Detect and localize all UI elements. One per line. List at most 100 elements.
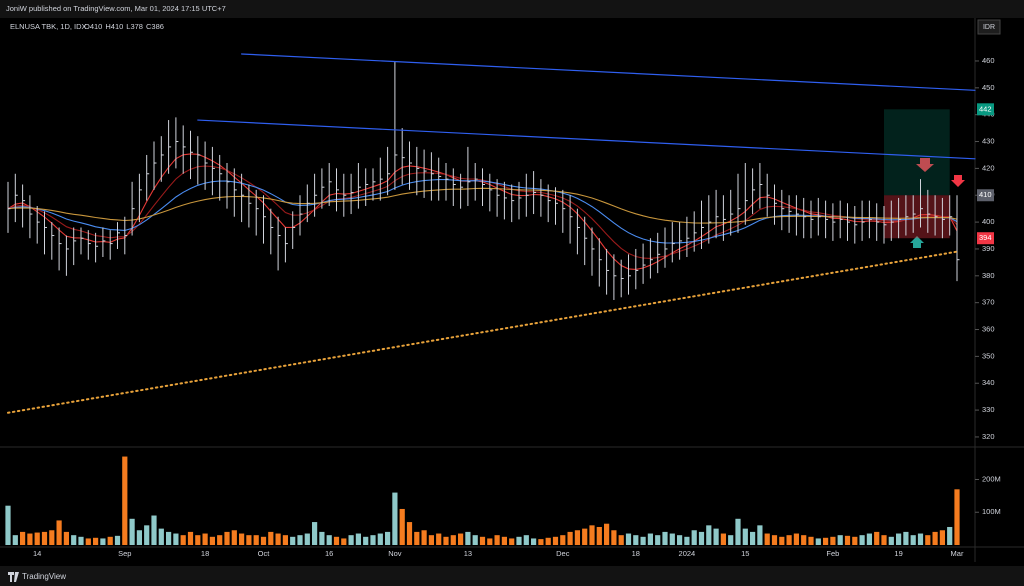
volume-bar — [815, 538, 821, 545]
volume-bar — [195, 535, 201, 545]
volume-bar — [501, 536, 507, 545]
volume-bar — [538, 539, 544, 545]
volume-bar — [582, 528, 588, 545]
ohlc-letter: H — [105, 22, 110, 31]
volume-bar — [326, 535, 332, 545]
volume-bar — [71, 535, 77, 545]
volume-bar — [844, 535, 851, 545]
volume-bar — [706, 525, 712, 545]
volume-bar — [100, 538, 106, 545]
volume-bar — [180, 535, 186, 545]
volume-bar — [436, 533, 442, 545]
volume-bar — [253, 535, 259, 545]
y-tick-label: 390 — [982, 244, 995, 253]
x-tick-label: 14 — [33, 549, 41, 558]
volume-bar — [764, 533, 770, 545]
volume-bar — [932, 531, 938, 545]
volume-bar — [93, 537, 99, 545]
volume-bar — [487, 538, 493, 545]
price-tag — [977, 232, 994, 245]
volume-bar — [333, 536, 340, 545]
volume-bar — [830, 536, 836, 545]
volume-bar — [596, 526, 602, 545]
y-tick-label: 360 — [982, 325, 995, 334]
volume-bar — [618, 535, 624, 545]
volume-bar — [78, 536, 84, 545]
y-tick-label: 380 — [982, 271, 995, 280]
volume-bar — [158, 528, 164, 545]
trendline — [197, 119, 976, 160]
volume-bar — [823, 537, 829, 545]
volume-bar — [49, 530, 55, 545]
x-tick-label: Nov — [388, 549, 402, 558]
y-tick-label: 330 — [982, 405, 995, 414]
volume-bar — [392, 492, 398, 545]
volume-bar — [954, 489, 960, 545]
x-tick-label: 18 — [632, 549, 640, 558]
volume-tick-label: 200M — [982, 474, 1001, 483]
volume-bar — [341, 538, 347, 545]
x-tick-label: 13 — [464, 549, 472, 558]
volume-bar — [939, 530, 945, 545]
x-tick-label: Oct — [258, 549, 271, 558]
price-tag-label: 394 — [979, 233, 992, 242]
volume-bar — [531, 538, 537, 545]
volume-bar — [355, 533, 361, 545]
volume-tick-label: 100M — [982, 507, 1001, 516]
volume-bar — [260, 536, 267, 545]
trendline — [241, 53, 976, 91]
volume-bar — [771, 535, 778, 545]
volume-bar — [385, 531, 391, 545]
ohlc-header: O410 H410 L378 C386 — [84, 22, 164, 31]
volume-bar — [793, 533, 799, 545]
volume-bar — [107, 536, 113, 545]
volume-bar — [669, 533, 675, 545]
footer — [0, 566, 1024, 586]
volume-bar — [85, 538, 91, 545]
volume-bar — [173, 533, 179, 545]
volume-bar — [728, 535, 734, 545]
volume-bar — [881, 535, 887, 545]
volume-bar — [187, 531, 194, 545]
symbol: ELNUSA TBK, 1D, IDX — [10, 22, 87, 31]
ohlc-value: 386 — [151, 22, 164, 31]
y-tick-label: 320 — [982, 432, 995, 441]
volume-bar — [888, 536, 894, 545]
volume-bar — [5, 505, 11, 545]
volume-bar — [852, 536, 858, 545]
volume-bar — [41, 531, 48, 545]
volume-bar — [925, 535, 931, 545]
volume-bar — [319, 531, 325, 545]
volume-bar — [406, 522, 413, 545]
volume-bar — [633, 535, 639, 545]
volume-bar — [750, 531, 756, 545]
x-tick-label: 16 — [325, 549, 333, 558]
volume-bar — [677, 535, 683, 545]
volume-bar — [268, 531, 274, 545]
y-tick-label: 350 — [982, 351, 995, 360]
volume-bar — [611, 530, 617, 545]
ohlc-value: 378 — [130, 22, 143, 31]
volume-bar — [231, 530, 237, 545]
volume-bar — [348, 535, 354, 545]
volume-bar — [625, 533, 632, 545]
y-tick-label: 340 — [982, 378, 995, 387]
volume-bar — [63, 531, 69, 545]
volume-bar — [363, 536, 369, 545]
currency: IDR — [983, 24, 995, 31]
brand: TradingView — [22, 572, 66, 581]
volume-bar — [910, 535, 916, 545]
ohlc-letter: O — [84, 22, 90, 31]
price-tag — [977, 103, 994, 116]
sell-arrow — [951, 175, 965, 187]
ohlc-letter: C — [146, 22, 152, 31]
y-tick-label: 420 — [982, 163, 995, 172]
volume-bar — [304, 533, 310, 545]
volume-bar — [275, 533, 281, 545]
volume-bar — [647, 533, 653, 545]
volume-bar — [903, 531, 909, 545]
volume-bar — [129, 518, 135, 545]
volume-bar — [479, 536, 486, 545]
